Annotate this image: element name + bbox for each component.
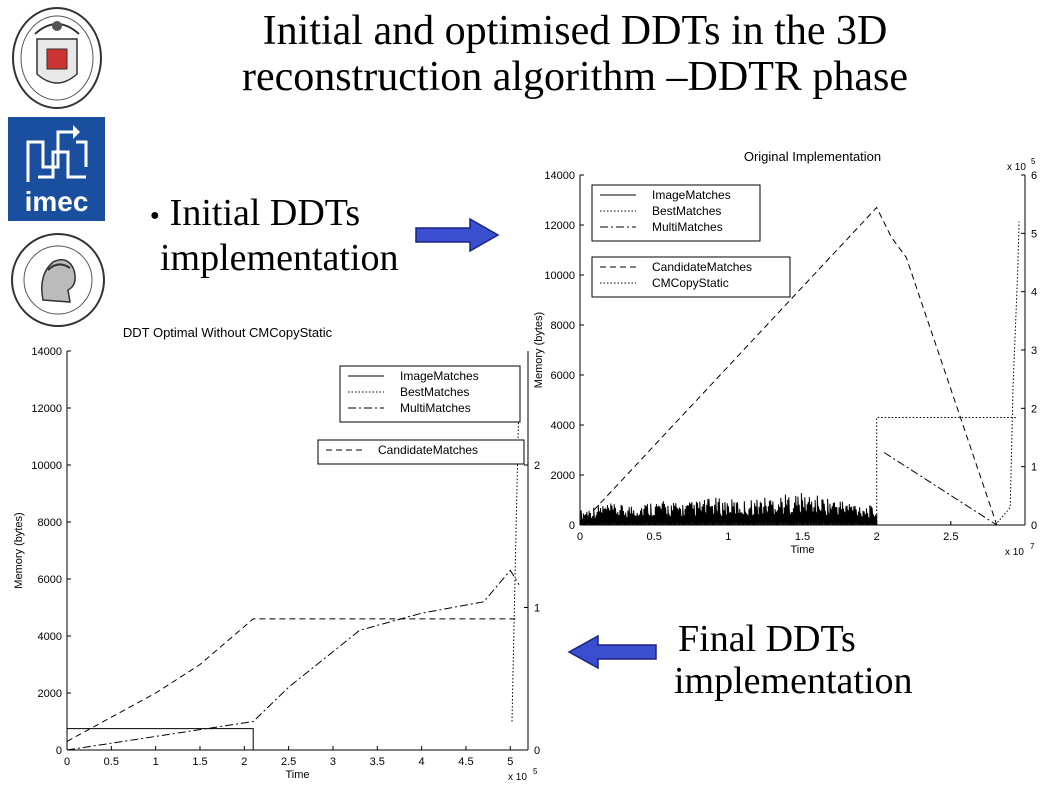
series-line-imagematches: [66, 728, 254, 750]
y2-tick-label: 4: [1031, 287, 1037, 299]
series-line-candidatematches: [66, 618, 520, 742]
ddt-optimal-chart: DDT Optimal Without CMCopyStatic 0 0.5 1 1.5…: [13, 325, 540, 783]
slide-title: Initial and optimised DDTs in the 3D rec…: [150, 8, 1000, 100]
legend-label: ImageMatches: [652, 188, 731, 202]
x-exponent-label: x 10: [508, 772, 527, 783]
imec-logo-mark-icon: [26, 125, 88, 182]
legend-label: CMCopyStatic: [652, 276, 729, 290]
y-tick-label: 8000: [551, 320, 575, 332]
legend-label: CandidateMatches: [378, 443, 478, 457]
y2-tick-label: 0: [1031, 520, 1037, 532]
original-implementation-chart: Original Implementation 0 0.5 1 1.5 2 2.5 0 2000…: [533, 149, 1037, 558]
y-tick-label: 8000: [38, 517, 62, 529]
y2-tick-label: 5: [1031, 228, 1037, 240]
imec-logo-text: imec: [24, 186, 89, 217]
legend-label: BestMatches: [400, 385, 469, 399]
x-tick-label: 3: [330, 756, 336, 768]
slide-title-line-2: reconstruction algorithm –DDTR phase: [241, 54, 908, 100]
imec-logo: imec: [8, 117, 105, 221]
x-tick-label: 2.5: [281, 756, 296, 768]
x-tick-label: 2: [241, 756, 247, 768]
x-tick-label: 1.5: [795, 531, 810, 543]
legend-label: BestMatches: [652, 204, 721, 218]
slide-title-line-1: Initial and optimised DDTs in the 3D: [262, 8, 888, 54]
series-line-candidatematches: [579, 206, 998, 526]
y-tick-label: 14000: [544, 170, 575, 182]
x-exponent-label: x 10: [1005, 547, 1024, 558]
y-tick-label: 0: [569, 520, 575, 532]
y-tick-label: 14000: [31, 346, 62, 358]
initial-ddts-line-2: implementation: [160, 237, 399, 280]
y2-tick-label: 0: [534, 745, 540, 757]
final-ddts-line-2: implementation: [674, 660, 913, 702]
y-tick-label: 10000: [31, 460, 62, 472]
university-seal-icon: [12, 7, 102, 109]
y-tick-label: 6000: [38, 574, 62, 586]
final-ddts-line-1: Final DDTs: [678, 618, 856, 660]
y-tick-label: 0: [56, 745, 62, 757]
y2-tick-label: 3: [1031, 345, 1037, 357]
left-arrow-icon: [567, 634, 657, 670]
x-tick-label: 1: [153, 756, 159, 768]
x-tick-label: 5: [507, 756, 513, 768]
y2-tick-label: 2: [1031, 403, 1037, 415]
y-tick-label: 6000: [551, 370, 575, 382]
x-tick-label: 4.5: [458, 756, 473, 768]
x-tick-label: 1: [725, 531, 731, 543]
bullet-marker: ●: [150, 207, 160, 225]
x-axis-label: Time: [285, 769, 309, 781]
series-line-multimatches: [883, 452, 998, 526]
x-exponent-power: 7: [1030, 542, 1035, 551]
y-tick-label: 12000: [544, 220, 575, 232]
y2-exponent-power: 5: [1031, 157, 1036, 166]
y-tick-label: 4000: [551, 420, 575, 432]
y-tick-label: 2000: [38, 688, 62, 700]
series-line-bestmatches: [511, 393, 520, 722]
x-tick-label: 0.5: [104, 756, 119, 768]
x-tick-label: 3.5: [370, 756, 385, 768]
initial-ddts-line-1: ● Initial DDTs: [150, 192, 399, 237]
y2-tick-label: 2: [534, 460, 540, 472]
series-line-bestmatches: [994, 221, 1020, 526]
y-tick-label: 10000: [544, 270, 575, 282]
x-exponent-power: 5: [533, 767, 538, 776]
y-tick-label: 2000: [551, 470, 575, 482]
x-tick-label: 2: [874, 531, 880, 543]
initial-ddts-text: ● Initial DDTs implementation: [150, 192, 399, 279]
series-line-multimatches: [66, 569, 520, 751]
series-line-imagematches: [579, 493, 878, 526]
legend-label: MultiMatches: [652, 220, 723, 234]
x-tick-label: 0: [64, 756, 70, 768]
x-tick-label: 4: [419, 756, 425, 768]
legend-label: ImageMatches: [400, 369, 479, 383]
university-emblem-icon: [11, 233, 105, 327]
y-tick-label: 12000: [31, 403, 62, 415]
legend-box: [339, 365, 521, 423]
right-arrow-icon: [415, 217, 500, 253]
chart-title: Original Implementation: [744, 149, 881, 164]
x-tick-label: 0: [577, 531, 583, 543]
y2-tick-label: 6: [1031, 170, 1037, 182]
final-ddts-text: Final DDTs implementation: [674, 618, 913, 702]
chart-title: DDT Optimal Without CMCopyStatic: [123, 325, 333, 340]
y-tick-label: 4000: [38, 631, 62, 643]
legend-box: [591, 184, 761, 242]
legend-box: [317, 439, 525, 465]
x-tick-label: 1.5: [192, 756, 207, 768]
legend-label: MultiMatches: [400, 401, 471, 415]
y-axis-label: Memory (bytes): [13, 512, 25, 588]
legend-label: CandidateMatches: [652, 260, 752, 274]
y2-exponent-label: x 10: [1007, 162, 1026, 173]
y2-tick-label: 1: [1031, 462, 1037, 474]
y2-tick-label: 1: [534, 603, 540, 615]
series-line-cmcopystatic: [876, 417, 1018, 525]
x-axis-label: Time: [790, 544, 814, 556]
x-tick-label: 0.5: [647, 531, 662, 543]
legend-box: [591, 256, 791, 298]
x-tick-label: 2.5: [943, 531, 958, 543]
initial-ddts-line-1-text: Initial DDTs: [169, 192, 361, 234]
y-axis-label: Memory (bytes): [533, 312, 545, 388]
